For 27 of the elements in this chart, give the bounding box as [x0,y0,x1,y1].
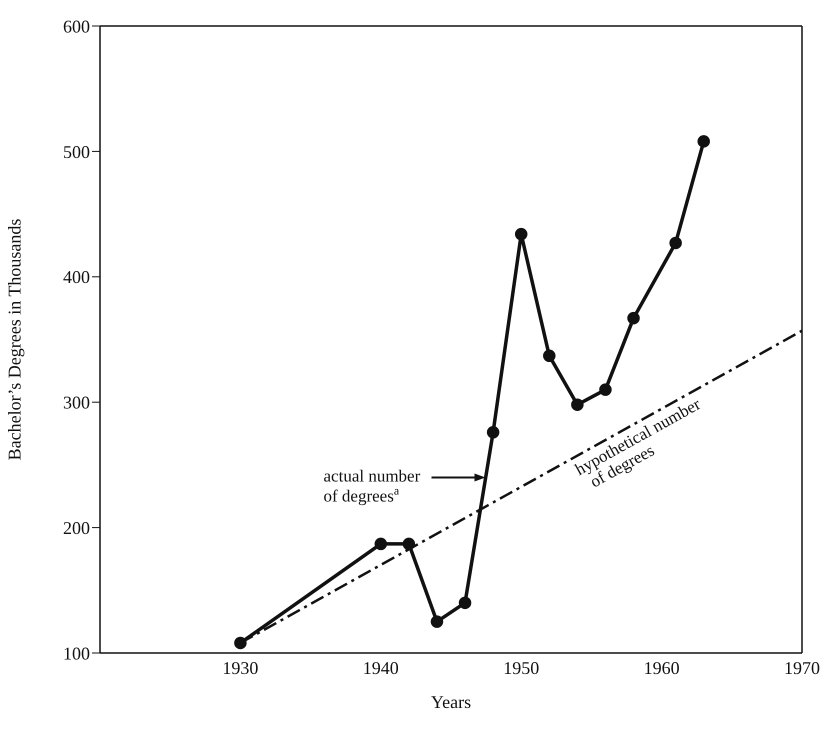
point [599,383,612,396]
y-tick-label: 300 [63,392,90,413]
point [697,135,710,148]
x-tick-label: 1960 [644,658,680,678]
point [486,426,500,439]
point [402,538,416,550]
y-tick-label: 500 [63,142,90,162]
point [374,538,388,550]
x-tick-label: 1940 [362,658,399,678]
point [571,398,584,411]
x-axis-title: Years [430,692,472,712]
point [627,312,640,324]
point [669,236,682,250]
point [543,350,556,362]
y-tick-label: 200 [63,518,90,538]
y-tick-label: 100 [63,643,90,664]
y-axis-title: Bachelor’s Degrees in Thousands [4,218,24,460]
x-tick-label: 1930 [222,658,258,678]
y-tick-label: 600 [63,16,90,36]
annotation: actual number of degrees$^{a}$ [324,466,425,506]
point [514,228,528,240]
point [458,596,472,610]
x-tick-label: 1950 [503,658,540,678]
point [430,615,444,628]
point [234,636,247,650]
x-tick-label: 1970 [784,658,820,678]
y-tick-label: 400 [63,267,90,288]
